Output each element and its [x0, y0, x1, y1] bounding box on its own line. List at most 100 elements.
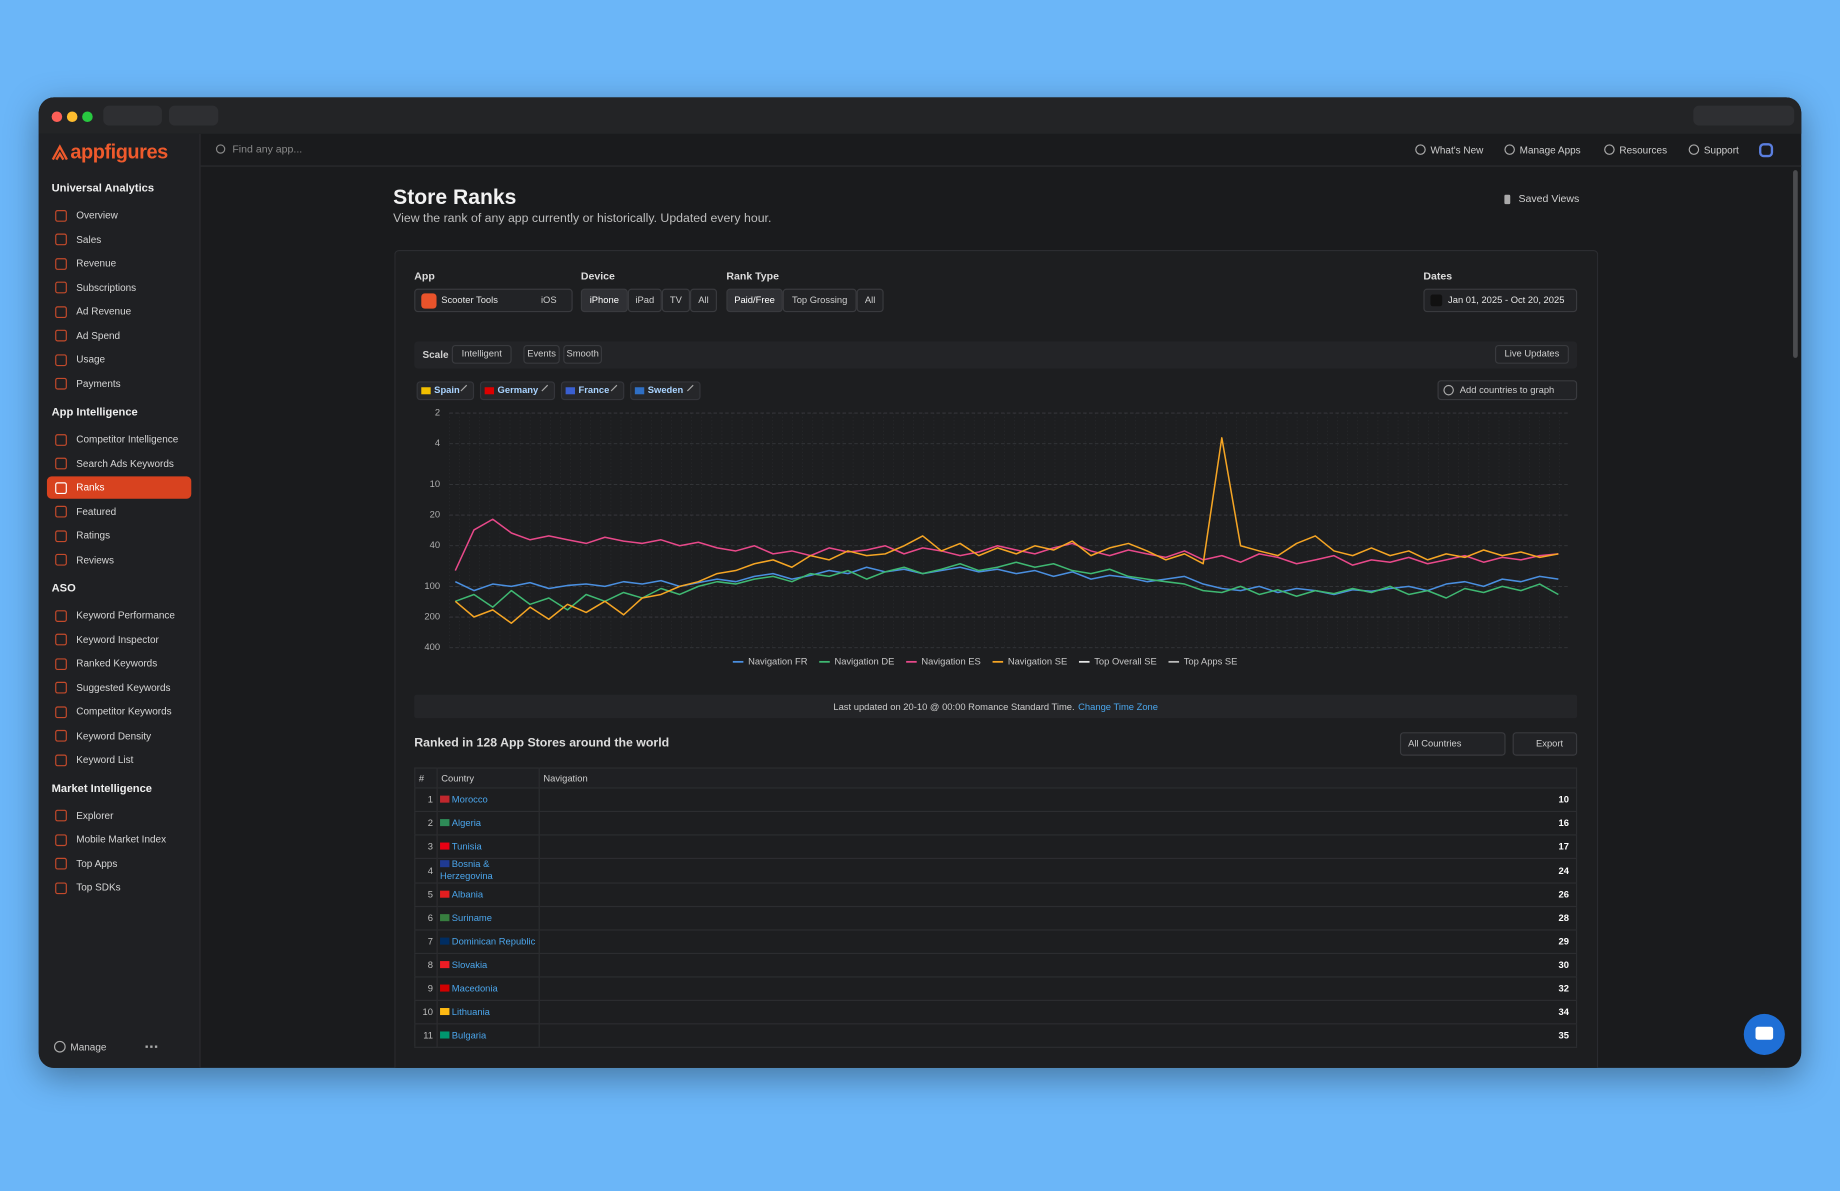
rank-value: 32 — [539, 976, 1577, 1001]
app-select[interactable] — [414, 288, 573, 313]
nav-item[interactable]: Overview — [76, 209, 118, 221]
country-cell: Morocco — [437, 787, 540, 813]
rank-value: 35 — [539, 1023, 1577, 1048]
nav-item[interactable]: Mobile Market Index — [76, 833, 167, 846]
country-link[interactable]: Albania — [451, 888, 484, 900]
country-link[interactable]: Dominican Republic — [451, 935, 536, 947]
rank-number: 10 — [414, 1000, 438, 1025]
nav-item[interactable]: Competitor Intelligence — [76, 433, 179, 446]
header-row: # Country Navigation — [414, 768, 1578, 789]
country-link[interactable]: Slovakia — [451, 959, 488, 970]
close-button[interactable] — [51, 111, 63, 123]
flag — [440, 860, 450, 868]
nav-item[interactable]: Ratings — [76, 529, 111, 542]
top-nav-item[interactable]: What's New — [1430, 144, 1484, 156]
country-link[interactable]: Algeria — [451, 817, 482, 828]
updated-bar — [414, 694, 1578, 719]
nav-item[interactable]: Explorer — [76, 809, 114, 822]
country-filter[interactable]: All Countries — [1399, 732, 1506, 756]
dates-select[interactable] — [1423, 288, 1578, 313]
nav-item[interactable]: Competitor Keywords — [76, 705, 172, 718]
column-header[interactable]: Navigation — [539, 768, 1578, 789]
country-chip[interactable] — [479, 381, 556, 401]
zoom-button[interactable] — [82, 111, 93, 123]
segment-button[interactable]: All — [690, 288, 717, 313]
browser-actions[interactable] — [1693, 105, 1795, 126]
column-header[interactable]: # — [414, 768, 438, 789]
nav-icon — [55, 729, 67, 742]
profile-icon[interactable] — [1759, 143, 1774, 158]
rank-value: 34 — [539, 1000, 1577, 1025]
scale-select[interactable]: Intelligent — [451, 345, 512, 364]
chat-button[interactable] — [1743, 1013, 1785, 1055]
chip-label: Sweden — [647, 384, 684, 396]
rank-value: 24 — [539, 858, 1577, 884]
nav-item[interactable]: Keyword Density — [76, 729, 152, 742]
minimize-button[interactable] — [66, 111, 78, 123]
section-title: App Intelligence — [51, 406, 138, 420]
column-header[interactable]: Country — [437, 768, 540, 789]
nav-item[interactable]: Search Ads Keywords — [76, 457, 174, 470]
nav-item[interactable]: Keyword Performance — [76, 609, 175, 622]
nav-item[interactable]: Reviews — [76, 553, 114, 566]
flag — [440, 937, 450, 945]
footer-link[interactable]: Manage — [70, 1040, 107, 1053]
top-nav-icon — [1415, 144, 1426, 155]
country-chip[interactable] — [416, 381, 475, 401]
nav-item[interactable]: Suggested Keywords — [76, 681, 171, 694]
country-link[interactable]: Bulgaria — [451, 1029, 487, 1041]
add-countries-button[interactable]: Add countries to graph — [1437, 380, 1578, 401]
segment-button[interactable]: TV — [661, 288, 691, 313]
segment-button[interactable]: iPad — [627, 288, 662, 313]
country-link[interactable]: Macedonia — [451, 982, 498, 994]
top-nav-item[interactable]: Manage Apps — [1519, 144, 1581, 156]
nav-item[interactable]: Ranked Keywords — [76, 657, 158, 670]
rank-number: 5 — [414, 883, 438, 908]
nav-icon — [55, 633, 67, 646]
country-link[interactable]: Bosnia & Herzegovina — [440, 858, 493, 882]
table-title: Ranked in 128 App Stores around the worl… — [414, 736, 670, 751]
table-row: 5 Albania 26 — [414, 883, 1577, 908]
nav-item[interactable]: Ranks — [76, 481, 105, 494]
search-input[interactable]: Find any app... — [232, 143, 303, 156]
nav-item[interactable]: Top Apps — [76, 857, 118, 870]
scrollbar[interactable] — [1793, 170, 1798, 358]
segment-button[interactable]: iPhone — [580, 288, 628, 313]
segment-button[interactable]: Top Grossing — [782, 288, 857, 313]
nav-item[interactable]: Payments — [76, 377, 121, 390]
logo: appfigures — [70, 141, 168, 164]
country-chip[interactable] — [630, 381, 701, 401]
export-button[interactable]: Export — [1512, 732, 1578, 756]
timezone-link[interactable]: Change Time Zone — [1078, 701, 1158, 712]
country-link[interactable]: Morocco — [451, 793, 488, 805]
toolbar-button[interactable]: Smooth — [563, 345, 602, 364]
sidebar-toggle[interactable] — [103, 105, 162, 126]
top-nav-item[interactable]: Support — [1703, 144, 1739, 156]
nav-item[interactable]: Usage — [76, 353, 106, 366]
country-link[interactable]: Suriname — [451, 912, 492, 923]
toolbar-button[interactable]: Events — [523, 345, 560, 364]
nav-item[interactable]: Sales — [76, 233, 102, 245]
nav-buttons[interactable] — [168, 105, 219, 126]
saved-views[interactable]: Saved Views — [1518, 192, 1580, 205]
nav-item[interactable]: Keyword List — [76, 753, 134, 766]
nav-item[interactable]: Top SDKs — [76, 881, 121, 894]
rank-number: 8 — [414, 953, 438, 978]
segment-button[interactable]: All — [856, 288, 884, 313]
country-link[interactable]: Tunisia — [451, 840, 482, 852]
nav-item[interactable]: Ad Spend — [76, 329, 121, 342]
nav-item[interactable]: Ad Revenue — [76, 305, 132, 318]
nav-item[interactable]: Keyword Inspector — [76, 633, 159, 646]
active-item-bg[interactable] — [46, 476, 192, 499]
nav-icon — [55, 377, 67, 390]
country-link[interactable]: Lithuania — [451, 1006, 490, 1017]
nav-item[interactable]: Subscriptions — [76, 281, 137, 294]
country-chip[interactable] — [560, 381, 625, 401]
nav-item[interactable]: Revenue — [76, 257, 117, 269]
nav-icon — [55, 257, 67, 270]
top-nav-item[interactable]: Resources — [1619, 144, 1668, 156]
nav-item[interactable]: Featured — [76, 505, 117, 518]
segment-button[interactable]: Paid/Free — [726, 288, 783, 313]
live-updates-button[interactable]: Live Updates — [1495, 345, 1569, 364]
rank-number: 9 — [414, 976, 438, 1001]
